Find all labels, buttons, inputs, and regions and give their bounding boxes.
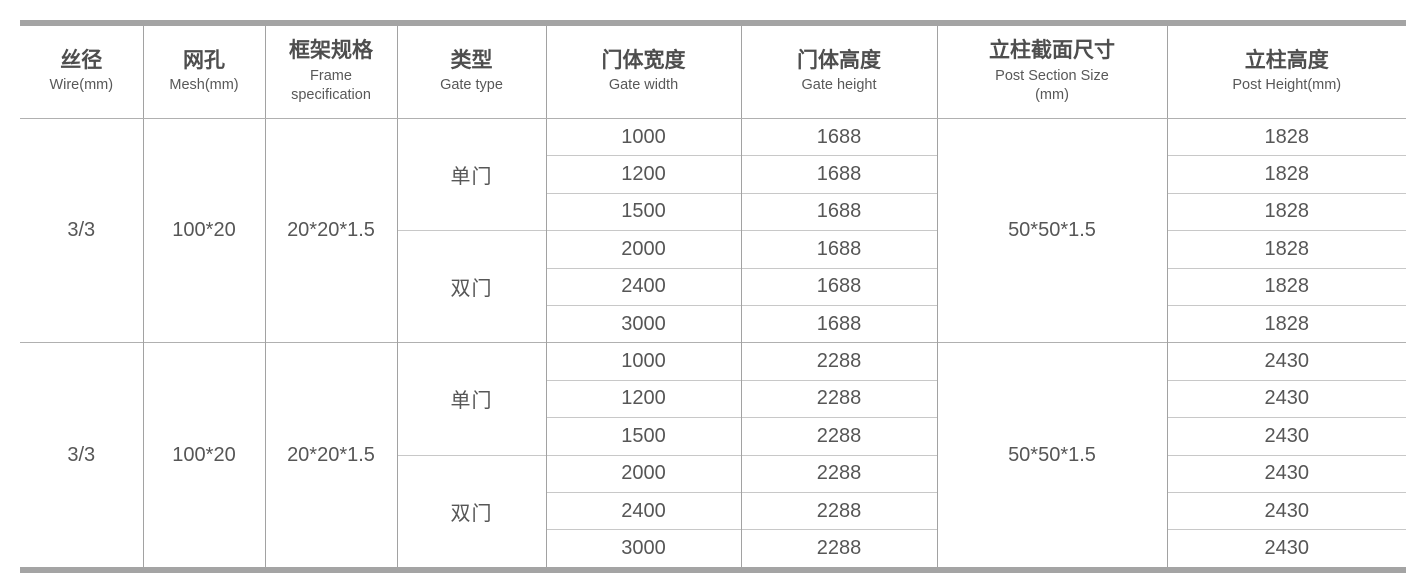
cell-gate-height: 2288	[740, 342, 937, 381]
cell-gate-width: 1000	[545, 342, 741, 381]
cell-gate-height: 1688	[740, 230, 937, 269]
cell-gate-width: 3000	[545, 529, 741, 567]
table-row: 1200 1688 1828	[20, 155, 1406, 194]
cell-post-height: 2430	[1166, 529, 1406, 567]
header-frame-spec: 框架规格 Frame specification	[264, 26, 397, 119]
cell-gate-height: 1688	[740, 192, 937, 231]
header-mesh-zh: 网孔	[183, 49, 225, 73]
table-row: 3000 2288 2430	[20, 529, 1406, 567]
cell-wire: 3/3	[20, 342, 143, 567]
table-row: 3/3 100*20 20*20*1.5 单门 1000 1688 50*50*…	[20, 117, 1406, 343]
cell-post-section: 50*50*1.5	[936, 342, 1167, 567]
table-row: 双门 2000 1688 1828	[20, 230, 1406, 343]
header-post-section: 立柱截面尺寸 Post Section Size (mm)	[936, 26, 1167, 119]
top-accent-bar	[20, 20, 1406, 26]
cell-gate-width: 2000	[545, 454, 741, 493]
header-post-section-zh: 立柱截面尺寸	[989, 39, 1115, 63]
cell-gate-width: 2400	[545, 491, 741, 530]
cell-post-section: 50*50*1.5	[936, 117, 1167, 343]
header-wire: 丝径 Wire(mm)	[20, 26, 143, 119]
cell-post-height: 1828	[1166, 155, 1406, 194]
cell-gate-height: 2288	[740, 379, 937, 418]
cell-frame-spec: 20*20*1.5	[264, 117, 397, 343]
cell-gate-width: 3000	[545, 304, 741, 343]
header-gate-type-en: Gate type	[440, 77, 503, 94]
header-gate-width: 门体宽度 Gate width	[545, 26, 741, 119]
cell-gate-width: 2400	[545, 267, 741, 306]
header-frame-spec-en: Frame specification	[291, 67, 371, 104]
cell-gate-height: 2288	[740, 417, 937, 456]
header-post-height: 立柱高度 Post Height(mm)	[1166, 26, 1406, 119]
header-mesh: 网孔 Mesh(mm)	[142, 26, 265, 119]
table-row: 2400 1688 1828	[20, 267, 1406, 306]
cell-gate-height: 1688	[740, 155, 937, 194]
cell-gate-height: 1688	[740, 117, 937, 156]
cell-gate-type-single: 单门	[396, 117, 546, 231]
cell-post-height: 1828	[1166, 230, 1406, 269]
header-post-section-en: Post Section Size (mm)	[995, 67, 1109, 104]
cell-post-height: 1828	[1166, 304, 1406, 343]
header-gate-width-en: Gate width	[608, 77, 679, 94]
table-row: 2400 2288 2430	[20, 491, 1406, 530]
cell-post-height: 2430	[1166, 379, 1406, 418]
bottom-accent-bar	[20, 566, 1406, 573]
cell-gate-width: 1200	[545, 155, 741, 194]
cell-post-height: 2430	[1166, 342, 1406, 381]
cell-post-height: 2430	[1166, 454, 1406, 493]
header-gate-type: 类型 Gate type	[396, 26, 546, 119]
cell-gate-type-single: 单门	[396, 342, 546, 456]
cell-gate-height: 2288	[740, 529, 937, 567]
table-row: 1500 2288 2430	[20, 417, 1406, 456]
header-mesh-en: Mesh(mm)	[169, 77, 239, 94]
header-gate-height: 门体高度 Gate height	[740, 26, 937, 119]
cell-frame-spec: 20*20*1.5	[264, 342, 397, 567]
cell-mesh: 100*20	[142, 117, 265, 343]
cell-gate-width: 1500	[545, 192, 741, 231]
cell-gate-width: 2000	[545, 230, 741, 269]
header-gate-height-zh: 门体高度	[797, 49, 881, 73]
header-frame-spec-zh: 框架规格	[289, 39, 373, 63]
gate-specification-table: 丝径 Wire(mm) 网孔 Mesh(mm) 框架规格 Frame speci…	[20, 26, 1406, 567]
cell-post-height: 1828	[1166, 267, 1406, 306]
cell-gate-width: 1000	[545, 117, 741, 156]
header-gate-height-en: Gate height	[801, 77, 877, 94]
cell-gate-height: 2288	[740, 454, 937, 493]
cell-gate-width: 1200	[545, 379, 741, 418]
header-wire-zh: 丝径	[60, 49, 103, 73]
cell-post-height: 2430	[1166, 491, 1406, 530]
table-row: 1500 1688 1828	[20, 192, 1406, 231]
header-post-height-zh: 立柱高度	[1244, 49, 1329, 73]
cell-wire: 3/3	[20, 117, 143, 343]
table-row: 1200 2288 2430	[20, 379, 1406, 418]
cell-gate-height: 1688	[740, 304, 937, 343]
header-row: 丝径 Wire(mm) 网孔 Mesh(mm) 框架规格 Frame speci…	[20, 26, 1406, 119]
table-row: 3000 1688 1828	[20, 304, 1406, 343]
header-gate-width-zh: 门体宽度	[601, 49, 686, 73]
cell-post-height: 1828	[1166, 192, 1406, 231]
cell-gate-type-double: 双门	[396, 454, 546, 567]
cell-gate-type-double: 双门	[396, 230, 546, 343]
table-row: 3/3 100*20 20*20*1.5 单门 1000 2288 50*50*…	[20, 342, 1406, 567]
cell-post-height: 1828	[1166, 117, 1406, 156]
header-post-height-en: Post Height(mm)	[1232, 77, 1342, 94]
cell-mesh: 100*20	[142, 342, 265, 567]
table-row: 双门 2000 2288 2430	[20, 454, 1406, 567]
header-wire-en: Wire(mm)	[49, 77, 114, 94]
cell-gate-width: 1500	[545, 417, 741, 456]
cell-gate-height: 2288	[740, 491, 937, 530]
header-gate-type-zh: 类型	[450, 49, 493, 73]
cell-gate-height: 1688	[740, 267, 937, 306]
cell-post-height: 2430	[1166, 417, 1406, 456]
